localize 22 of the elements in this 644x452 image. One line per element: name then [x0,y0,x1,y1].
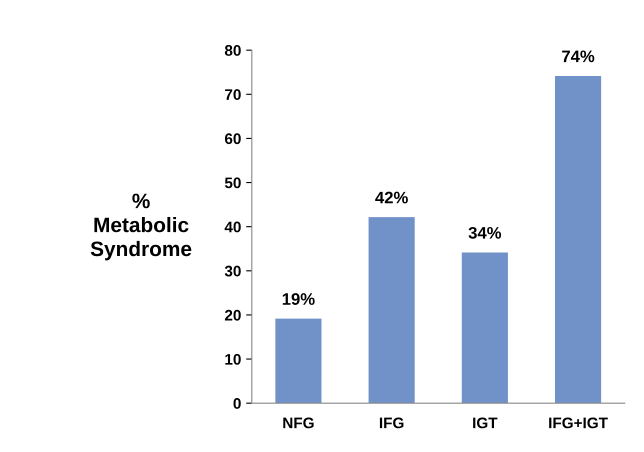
y-tick-label: 30 [224,266,241,277]
bar [275,318,322,404]
y-tick-label: 0 [233,398,241,409]
bar [368,217,415,404]
y-axis-title: % Metabolic Syndrome [90,194,192,260]
y-tick-label: 50 [224,177,241,188]
y-tick-label: 70 [225,89,241,100]
data-label: 19% [282,293,315,305]
bar [462,252,508,404]
data-label: 74% [562,50,594,62]
y-tick-label: 80 [224,45,241,56]
data-label: 34% [468,226,502,239]
x-tick-label: IFG+IGT [549,417,608,428]
bar [555,76,602,404]
data-label: 42% [375,192,408,204]
x-tick-label: NFG [283,417,314,428]
y-tick-label: 10 [225,354,241,365]
y-tick-label: 40 [224,222,241,232]
y-tick-label: 60 [224,133,241,144]
x-tick-label: IFG [380,417,404,428]
y-tick-label: 20 [224,310,241,321]
x-tick-label: IGT [473,417,498,428]
